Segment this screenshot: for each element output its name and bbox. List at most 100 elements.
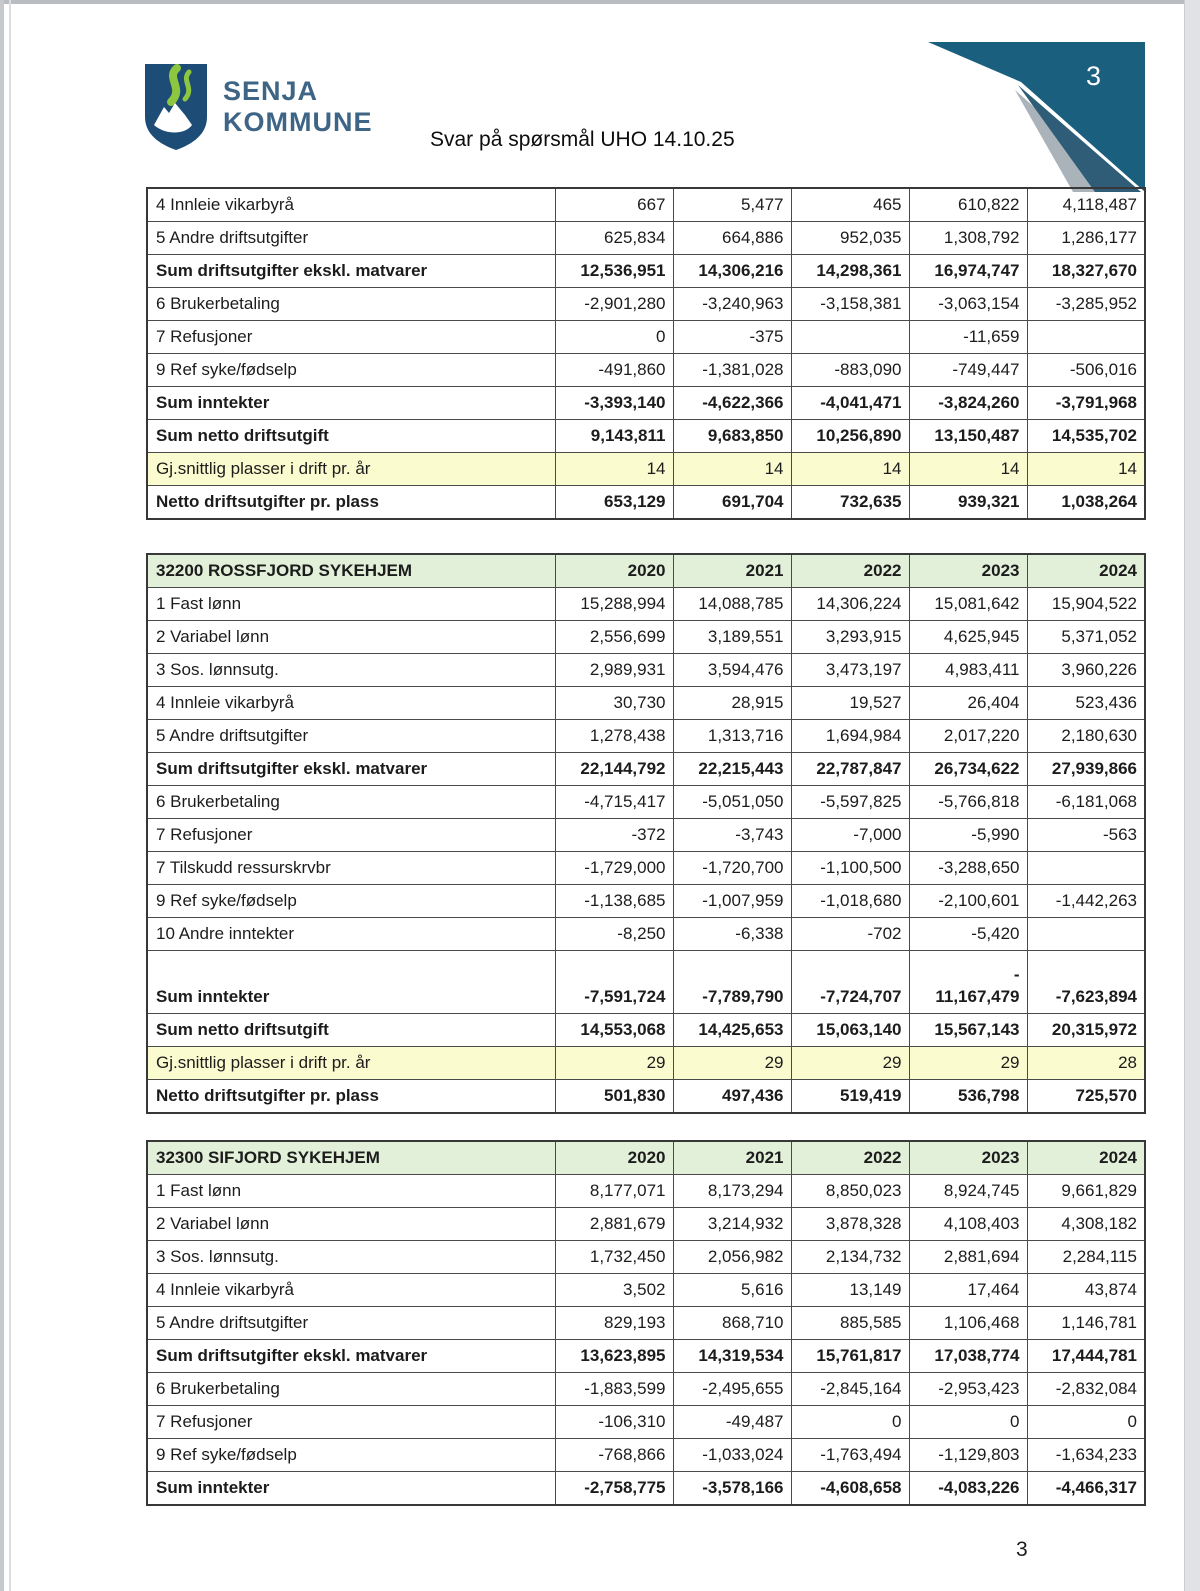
- cell-value: 2,134,732: [790, 1240, 910, 1274]
- cell-value: -749,447: [908, 353, 1028, 387]
- cell-value: -1,129,803: [908, 1438, 1028, 1472]
- cell-value: 8,173,294: [672, 1174, 792, 1208]
- row-label: 9 Ref syke/fødselp: [146, 1438, 556, 1472]
- table-row: 9 Ref syke/fødselp -491,860 -1,381,028 -883…: [146, 353, 1146, 387]
- year-header: 2023: [908, 553, 1028, 588]
- cell-value: 3,960,226: [1026, 653, 1146, 687]
- table-row: 9 Ref syke/fødselp -768,866 -1,033,024 -1,7…: [146, 1438, 1146, 1472]
- table-row: 7 Refusjoner 0 -375 -11,659: [146, 320, 1146, 354]
- cell-value: 14: [1026, 452, 1146, 486]
- table-row: 5 Andre driftsutgifter 829,193 868,710 885,…: [146, 1306, 1146, 1340]
- year-header: 2024: [1026, 553, 1146, 588]
- row-label: 3 Sos. lønnsutg.: [146, 653, 556, 687]
- cell-value: -5,597,825: [790, 785, 910, 819]
- cell-value: 14,306,224: [790, 587, 910, 621]
- table-row: 6 Brukerbetaling -1,883,599 -2,495,655 -2,8…: [146, 1372, 1146, 1406]
- cell-value: 1,278,438: [554, 719, 674, 753]
- cell-value: -3,158,381: [790, 287, 910, 321]
- cell-value: 4,625,945: [908, 620, 1028, 654]
- cell-value: 1,286,177: [1026, 221, 1146, 255]
- cell-value: -5,990: [908, 818, 1028, 852]
- cell-value: 9,683,850: [672, 419, 792, 453]
- row-label: Gj.snittlig plasser i drift pr. år: [146, 452, 556, 486]
- municipality-crest-icon: [145, 64, 207, 150]
- table-row: Sum driftsutgifter ekskl. matvarer 12,536…: [146, 254, 1146, 288]
- row-label: Sum inntekter: [146, 1471, 556, 1506]
- document-title: Svar på spørsmål UHO 14.10.25: [430, 128, 735, 151]
- cell-value: -3,063,154: [908, 287, 1028, 321]
- row-label: 7 Tilskudd ressurskrvbr: [146, 851, 556, 885]
- table-row: Sum netto driftsutgift 14,553,068 14,425,6…: [146, 1013, 1146, 1047]
- row-label: 2 Variabel lønn: [146, 620, 556, 654]
- row-label: 5 Andre driftsutgifter: [146, 719, 556, 753]
- cell-value: 667: [554, 187, 674, 222]
- cell-value: 15,904,522: [1026, 587, 1146, 621]
- cell-value: 0: [1026, 1405, 1146, 1439]
- page-edge-right: [1184, 0, 1200, 1591]
- row-label: Sum netto driftsutgift: [146, 419, 556, 453]
- row-label: 9 Ref syke/fødselp: [146, 884, 556, 918]
- table-row: Sum inntekter -7,591,724 -7,789,790 -7,724,…: [146, 950, 1146, 1014]
- cell-value: 1,308,792: [908, 221, 1028, 255]
- cell-value: -3,288,650: [908, 851, 1028, 885]
- cell-value: -4,466,317: [1026, 1471, 1146, 1506]
- table-row: Netto driftsutgifter pr. plass 653,129 691…: [146, 485, 1146, 520]
- cell-value: 3,473,197: [790, 653, 910, 687]
- cell-value: 536,798: [908, 1079, 1028, 1114]
- cell-value: 15,567,143: [908, 1013, 1028, 1047]
- cell-value: 4,983,411: [908, 653, 1028, 687]
- year-header: 2023: [908, 1140, 1028, 1175]
- cell-value: 10,256,890: [790, 419, 910, 453]
- row-label: 1 Fast lønn: [146, 587, 556, 621]
- cell-value: -1,763,494: [790, 1438, 910, 1472]
- year-header: 2021: [672, 553, 792, 588]
- table-row: 6 Brukerbetaling -4,715,417 -5,051,050 -5,5…: [146, 785, 1146, 819]
- row-label: 4 Innleie vikarbyrå: [146, 187, 556, 222]
- page-edge-left: [0, 0, 4, 1591]
- cell-value: [790, 320, 910, 354]
- cell-value: -3,743: [672, 818, 792, 852]
- cell-value: 3,594,476: [672, 653, 792, 687]
- cell-value: 15,288,994: [554, 587, 674, 621]
- table-row: 7 Refusjoner -106,310 -49,487 0 0 0: [146, 1405, 1146, 1439]
- cell-value: 14,553,068: [554, 1013, 674, 1047]
- cell-value: 13,149: [790, 1273, 910, 1307]
- table-row: 10 Andre inntekter -8,250 -6,338 -702 -5,420: [146, 917, 1146, 951]
- cell-value: 22,144,792: [554, 752, 674, 786]
- table-header-row: 32200 ROSSFJORD SYKEHJEM 2020 2021 2022 2023…: [146, 553, 1146, 588]
- cell-value: 868,710: [672, 1306, 792, 1340]
- table-row: Netto driftsutgifter pr. plass 501,830 497…: [146, 1079, 1146, 1114]
- cell-value: -2,832,084: [1026, 1372, 1146, 1406]
- cell-value: 8,850,023: [790, 1174, 910, 1208]
- cell-value: 28: [1026, 1046, 1146, 1080]
- cell-value: 725,570: [1026, 1079, 1146, 1114]
- table-row: 1 Fast lønn 8,177,071 8,173,294 8,850,023 8,…: [146, 1174, 1146, 1208]
- cell-value: -375: [672, 320, 792, 354]
- corner-page-number: 3: [1086, 61, 1101, 91]
- cell-value: 4,308,182: [1026, 1207, 1146, 1241]
- cell-value: 1,313,716: [672, 719, 792, 753]
- cell-value: 26,734,622: [908, 752, 1028, 786]
- cell-value: 3,214,932: [672, 1207, 792, 1241]
- row-label: 3 Sos. lønnsutg.: [146, 1240, 556, 1274]
- cell-value: -883,090: [790, 353, 910, 387]
- cell-value: -1,018,680: [790, 884, 910, 918]
- cell-value: -702: [790, 917, 910, 951]
- cell-value: 14: [908, 452, 1028, 486]
- table-title: 32300 SIFJORD SYKEHJEM: [146, 1140, 556, 1175]
- cell-value: [1026, 320, 1146, 354]
- cell-value: 30,730: [554, 686, 674, 720]
- cell-value: -768,866: [554, 1438, 674, 1472]
- cell-value: 15,063,140: [790, 1013, 910, 1047]
- row-label: 7 Refusjoner: [146, 1405, 556, 1439]
- cell-value: -372: [554, 818, 674, 852]
- cell-value: 0: [908, 1405, 1028, 1439]
- cell-value: 22,215,443: [672, 752, 792, 786]
- row-label: 7 Refusjoner: [146, 320, 556, 354]
- cell-value: 17,038,774: [908, 1339, 1028, 1373]
- row-label: 7 Refusjoner: [146, 818, 556, 852]
- cell-value: 2,180,630: [1026, 719, 1146, 753]
- cell-value: -4,622,366: [672, 386, 792, 420]
- row-label: 10 Andre inntekter: [146, 917, 556, 951]
- row-label: Gj.snittlig plasser i drift pr. år: [146, 1046, 556, 1080]
